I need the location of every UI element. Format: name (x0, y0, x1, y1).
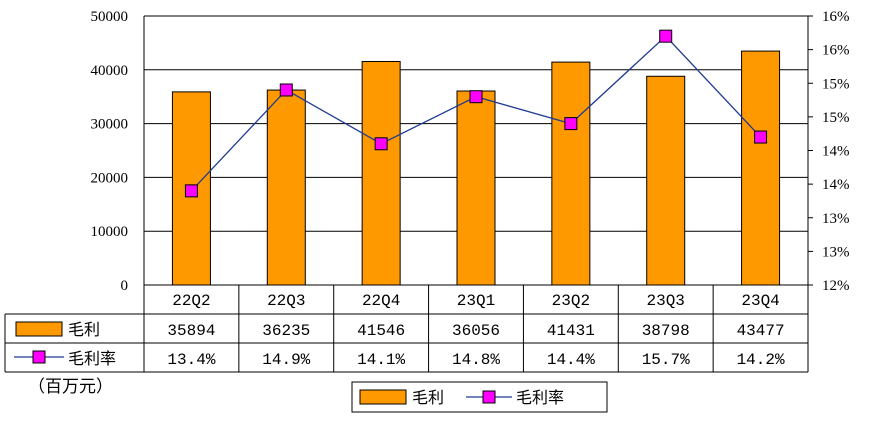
line-value-label: 14.8% (452, 351, 500, 369)
left-tick-label: 10000 (91, 224, 129, 240)
line-point (184, 184, 198, 198)
bar-value-label: 43477 (737, 322, 785, 340)
legend-line-marker (482, 390, 496, 404)
line-value-label: 14.2% (737, 351, 785, 369)
category-label: 23Q3 (647, 292, 685, 310)
right-tick-label: 13% (822, 211, 850, 227)
line-value-label: 13.4% (167, 351, 215, 369)
category-label: 23Q4 (741, 292, 779, 310)
line-point (659, 29, 673, 43)
right-tick-label: 15% (822, 76, 850, 92)
category-label: 23Q2 (552, 292, 590, 310)
line-series (184, 29, 768, 198)
category-label: 23Q1 (457, 292, 495, 310)
right-tick-label: 15% (822, 110, 850, 126)
line-value-label: 14.1% (357, 351, 405, 369)
legend-bar-swatch (359, 389, 407, 405)
bar (456, 90, 496, 286)
line-point (469, 90, 483, 104)
bar-value-label: 36235 (262, 322, 310, 340)
bar (646, 75, 686, 286)
unit-label: （百万元） (28, 377, 113, 397)
category-label: 22Q2 (172, 292, 210, 310)
row-key-line-marker (32, 350, 46, 364)
legend: 毛利 毛利率 (351, 381, 608, 413)
left-tick-label: 30000 (91, 117, 129, 133)
bar-series (171, 50, 781, 286)
legend-line-label: 毛利率 (516, 389, 564, 408)
axes: 0 10000 20000 30000 40000 50000 12% 13% 13% 14% 14… (91, 9, 850, 294)
right-tick-label: 14% (822, 144, 850, 160)
right-tick-label: 13% (822, 244, 850, 260)
bar (171, 91, 211, 286)
left-tick-label: 0 (121, 278, 129, 294)
line-point (754, 130, 768, 144)
bar (266, 89, 306, 286)
row-key-bar-swatch (15, 321, 63, 337)
legend-bar-label: 毛利 (412, 389, 444, 408)
left-tick-label: 50000 (91, 9, 129, 25)
left-tick-label: 20000 (91, 170, 129, 186)
bar-value-label: 41546 (357, 322, 405, 340)
right-tick-label: 12% (822, 278, 850, 294)
left-tick-label: 40000 (91, 63, 129, 79)
row-key-line-label: 毛利率 (68, 350, 116, 369)
category-label: 22Q3 (267, 292, 305, 310)
line-value-label: 15.7% (642, 351, 690, 369)
line-point (374, 137, 388, 151)
line-point (564, 117, 578, 131)
bar (361, 60, 401, 286)
right-tick-label: 16% (822, 43, 850, 59)
bar-value-label: 41431 (547, 322, 595, 340)
line-value-label: 14.4% (547, 351, 595, 369)
right-tick-label: 14% (822, 177, 850, 193)
bar-value-label: 35894 (167, 322, 215, 340)
category-label: 22Q4 (362, 292, 400, 310)
bar-value-label: 38798 (642, 322, 690, 340)
bar (741, 50, 781, 286)
bar (551, 61, 591, 286)
line-value-label: 14.9% (262, 351, 310, 369)
row-key-bar-label: 毛利 (68, 321, 100, 340)
data-table: 22Q2 35894 13.4% 22Q3 36235 14.9% 22Q4 41546 14.… (4, 285, 809, 373)
bar-value-label: 36056 (452, 322, 500, 340)
right-tick-label: 16% (822, 9, 850, 25)
line-point (279, 83, 293, 97)
